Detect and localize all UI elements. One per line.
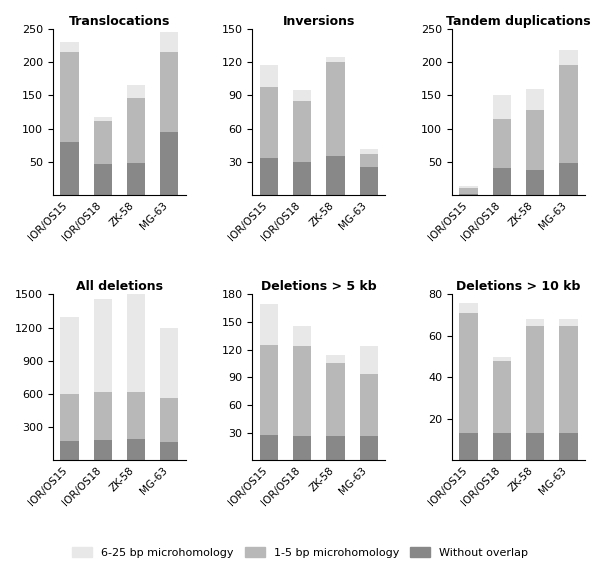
Bar: [326, 156, 344, 195]
Bar: [160, 32, 178, 52]
Bar: [359, 168, 378, 195]
Bar: [293, 326, 311, 346]
Title: All deletions: All deletions: [76, 280, 163, 293]
Bar: [160, 398, 178, 442]
Bar: [61, 394, 79, 441]
Bar: [61, 52, 79, 142]
Bar: [293, 101, 311, 162]
Bar: [326, 355, 344, 362]
Bar: [293, 90, 311, 101]
Bar: [526, 319, 544, 325]
Bar: [127, 85, 145, 98]
Bar: [127, 294, 145, 392]
Bar: [359, 436, 378, 460]
Bar: [526, 325, 544, 433]
Bar: [493, 95, 511, 119]
Bar: [526, 89, 544, 110]
Bar: [94, 440, 112, 460]
Bar: [526, 110, 544, 170]
Bar: [326, 62, 344, 156]
Bar: [260, 65, 278, 87]
Bar: [559, 163, 578, 195]
Title: Inversions: Inversions: [283, 15, 355, 28]
Title: Deletions > 10 kb: Deletions > 10 kb: [456, 280, 581, 293]
Bar: [160, 442, 178, 460]
Bar: [526, 433, 544, 460]
Bar: [460, 303, 478, 313]
Bar: [127, 98, 145, 163]
Bar: [160, 52, 178, 132]
Bar: [493, 119, 511, 169]
Bar: [326, 362, 344, 436]
Bar: [293, 162, 311, 195]
Bar: [559, 65, 578, 163]
Bar: [493, 433, 511, 460]
Bar: [61, 142, 79, 195]
Bar: [94, 118, 112, 120]
Bar: [127, 438, 145, 460]
Bar: [359, 149, 378, 154]
Bar: [94, 164, 112, 195]
Bar: [260, 345, 278, 436]
Bar: [293, 346, 311, 436]
Title: Tandem duplications: Tandem duplications: [446, 15, 591, 28]
Bar: [94, 299, 112, 392]
Bar: [160, 132, 178, 195]
Bar: [359, 154, 378, 168]
Bar: [359, 374, 378, 436]
Bar: [460, 194, 478, 195]
Bar: [260, 436, 278, 460]
Bar: [260, 87, 278, 158]
Legend: 6-25 bp microhomology, 1-5 bp microhomology, Without overlap: 6-25 bp microhomology, 1-5 bp microhomol…: [68, 543, 532, 562]
Bar: [460, 189, 478, 194]
Bar: [559, 325, 578, 433]
Title: Translocations: Translocations: [68, 15, 170, 28]
Bar: [160, 328, 178, 398]
Bar: [359, 346, 378, 374]
Bar: [260, 304, 278, 345]
Bar: [460, 433, 478, 460]
Bar: [61, 316, 79, 394]
Bar: [94, 392, 112, 440]
Bar: [326, 57, 344, 62]
Bar: [493, 357, 511, 361]
Bar: [460, 186, 478, 189]
Title: Deletions > 5 kb: Deletions > 5 kb: [261, 280, 377, 293]
Bar: [127, 163, 145, 195]
Bar: [559, 319, 578, 325]
Bar: [293, 436, 311, 460]
Bar: [61, 441, 79, 460]
Bar: [493, 361, 511, 433]
Bar: [526, 170, 544, 195]
Bar: [559, 51, 578, 65]
Bar: [326, 436, 344, 460]
Bar: [61, 43, 79, 52]
Bar: [127, 392, 145, 438]
Bar: [460, 313, 478, 433]
Bar: [493, 169, 511, 195]
Bar: [260, 158, 278, 195]
Bar: [559, 433, 578, 460]
Bar: [94, 120, 112, 164]
